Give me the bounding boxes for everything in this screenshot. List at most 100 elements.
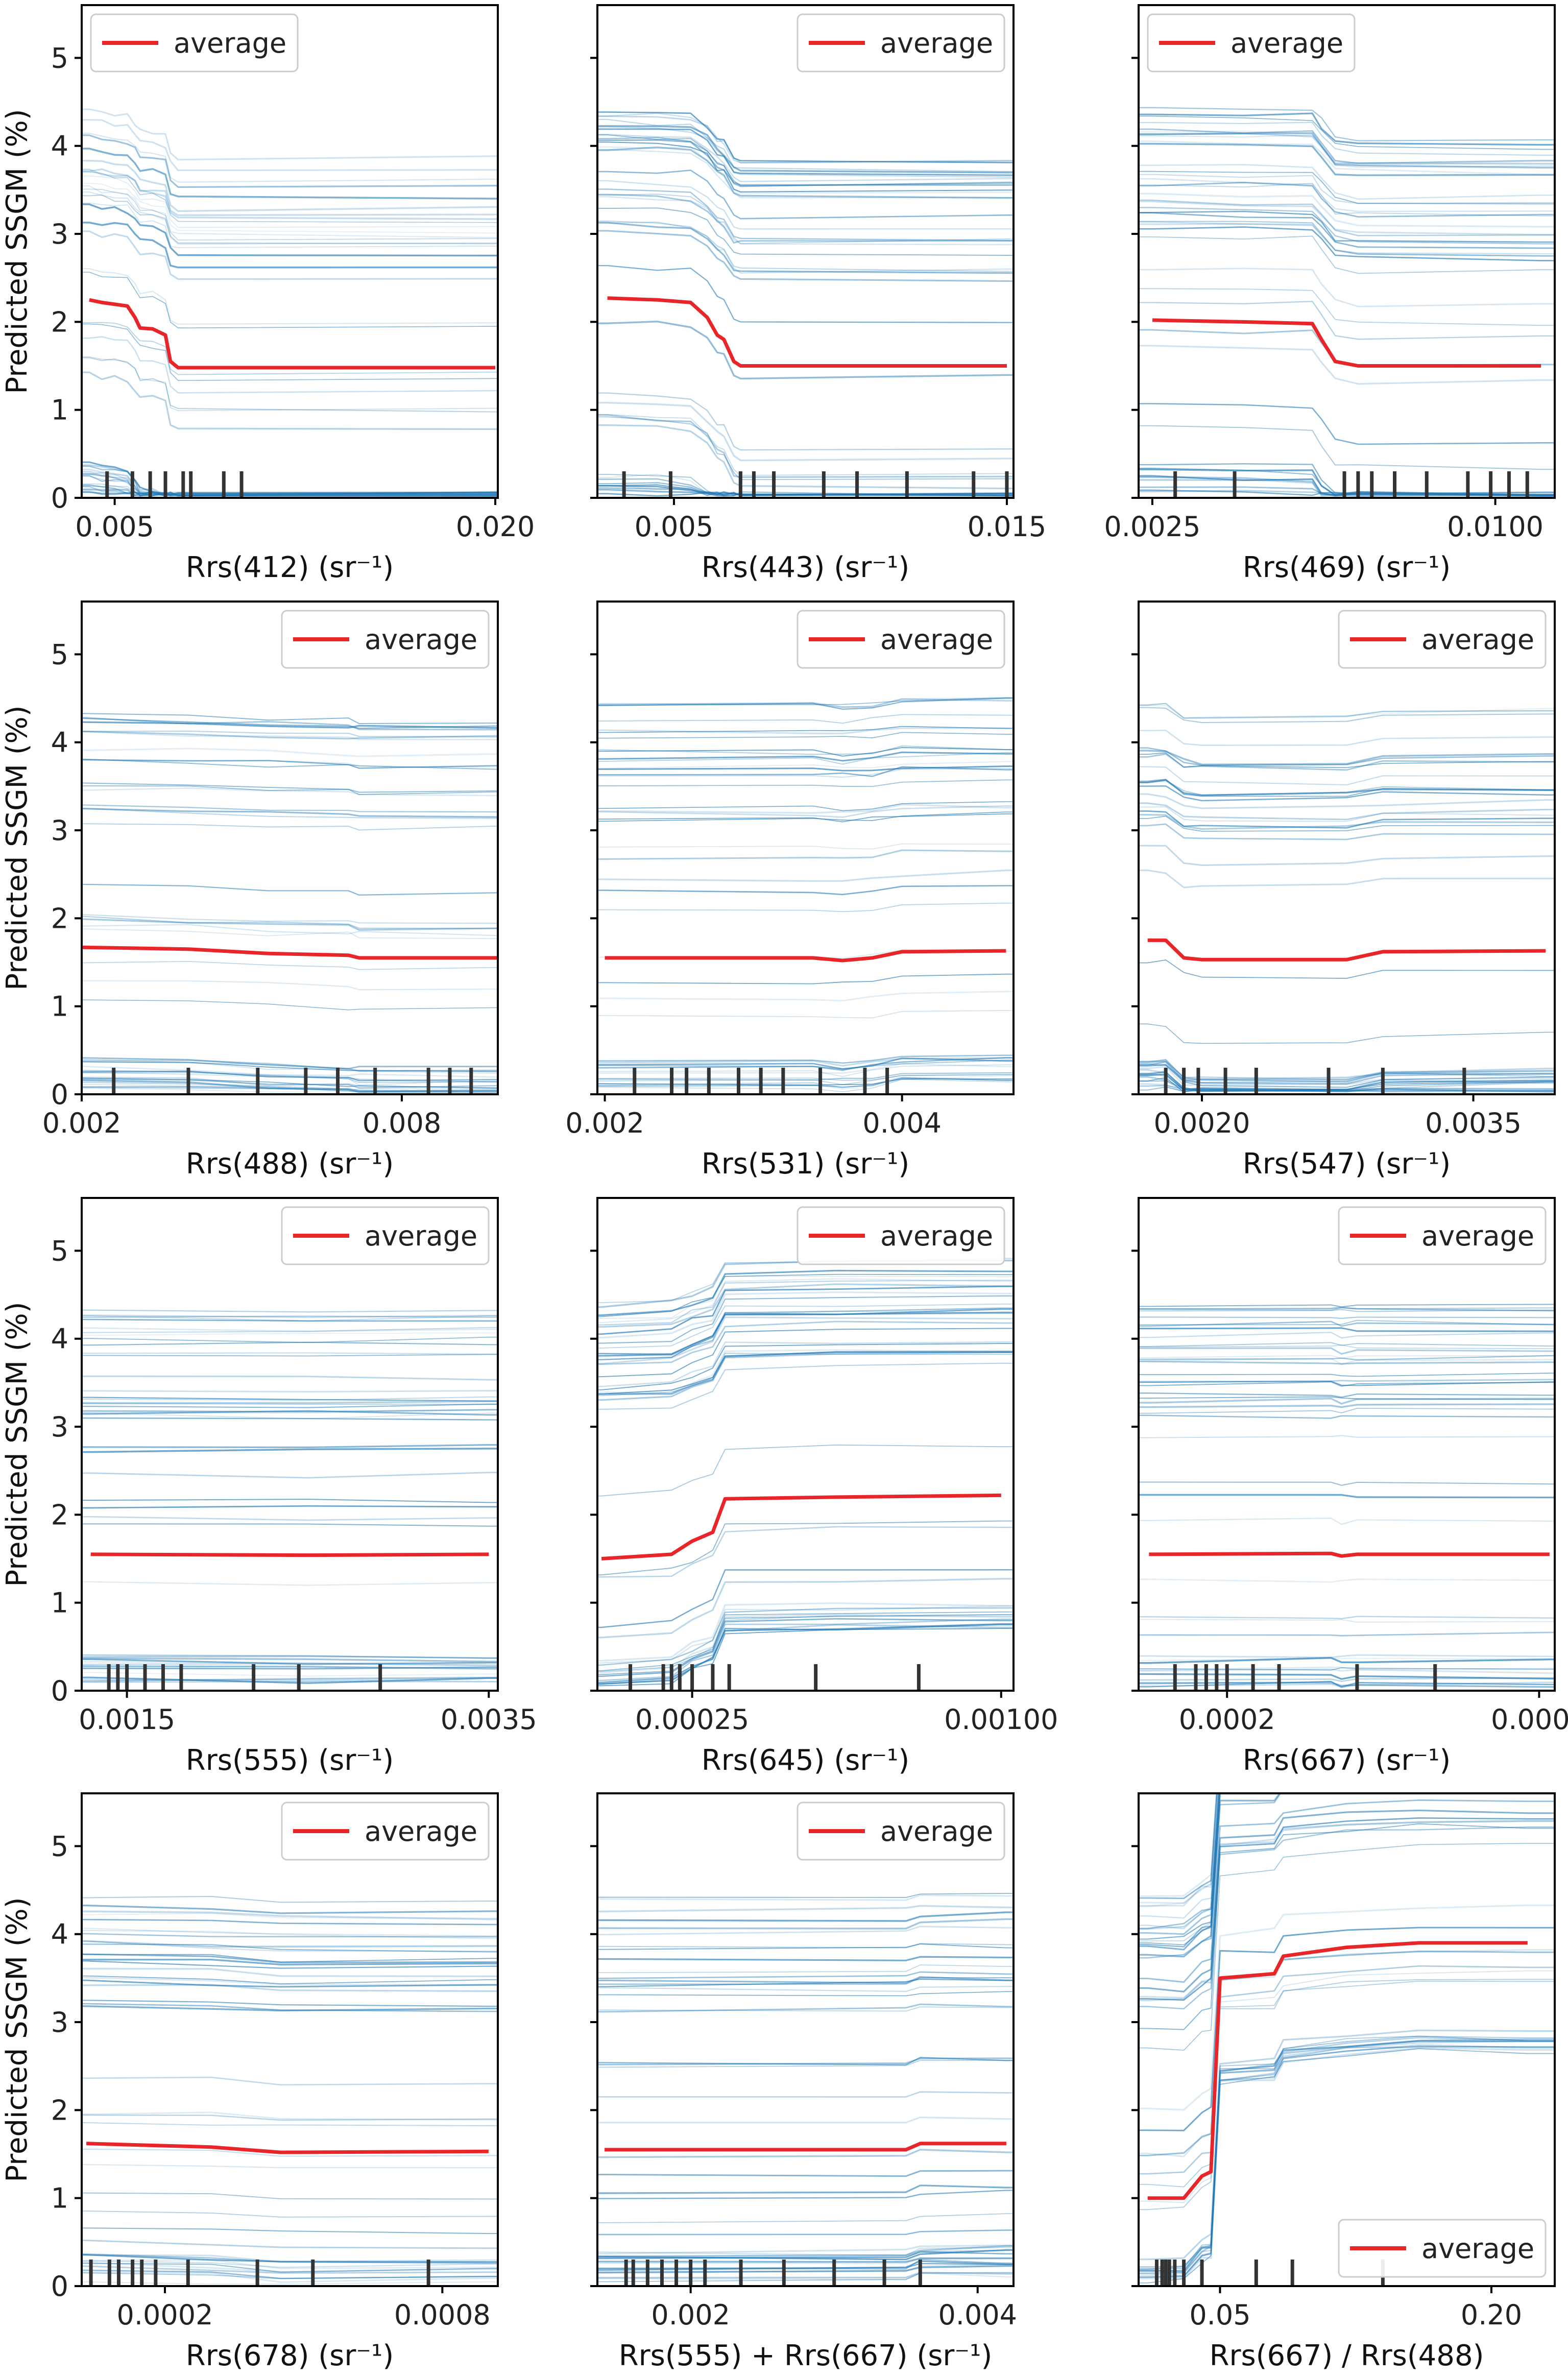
ice-curve (1139, 128, 1555, 164)
x-axis-label: Rrs(555) + Rrs(667) (sr⁻¹) (619, 2339, 993, 2372)
legend: average (797, 13, 1005, 73)
ice-curve (597, 1614, 1014, 1674)
ice-curve (1139, 1673, 1555, 1680)
ice-curve (82, 1077, 498, 1089)
ice-curve (1139, 1820, 1555, 2002)
ice-curve (1139, 823, 1555, 840)
ice-curve (82, 1309, 498, 1313)
ice-curve (597, 1911, 1014, 1922)
ice-curve (597, 424, 1014, 490)
ice-curve (597, 1057, 1014, 1070)
ice-curve (82, 183, 498, 234)
legend: average (281, 1206, 490, 1265)
ice-curve (1139, 1063, 1555, 1083)
ice-curve (597, 2247, 1014, 2256)
ice-curve (1139, 478, 1555, 496)
ice-curve (82, 787, 498, 797)
ice-curve (82, 916, 498, 929)
ice-curve (82, 1499, 498, 1503)
y-tick-label: 2 (51, 1499, 68, 1531)
ice-curve (597, 2003, 1014, 2013)
ice-curve (597, 1310, 1014, 1358)
x-axis-label: Rrs(678) (sr⁻¹) (186, 2339, 394, 2372)
axes-frame (81, 600, 499, 1095)
ice-curve (82, 356, 498, 412)
ice-curve (597, 207, 1014, 256)
ice-curve (82, 1505, 498, 1509)
legend-label: average (365, 1815, 477, 1847)
ice-curve (1139, 486, 1555, 497)
ice-curve (82, 1061, 498, 1072)
ice-curve (82, 202, 498, 248)
ice-curve (82, 1665, 498, 1670)
average-line (89, 298, 495, 370)
ice-curve (597, 1280, 1014, 1326)
ice-curve (82, 1078, 498, 1089)
legend-label: average (1421, 623, 1534, 656)
plot-area (1139, 107, 1555, 497)
ice-curve (597, 401, 1014, 462)
ice-curve (1139, 1668, 1555, 1674)
ice-curve (82, 918, 498, 931)
ice-curve (597, 1978, 1014, 1987)
y-tick-label: 1 (51, 991, 68, 1023)
ice-curve (597, 803, 1014, 814)
ice-curve (82, 1396, 498, 1401)
ice-curve (1139, 869, 1555, 888)
x-tick-label: 0.0008 (394, 2299, 491, 2331)
ice-curve (597, 1964, 1014, 1973)
ice-curve (597, 118, 1014, 172)
ice-curve (597, 1362, 1014, 1410)
ice-curve (1139, 1793, 1218, 1904)
ice-curve (82, 914, 498, 924)
ice-curve (1139, 1820, 1555, 1999)
ice-curve (597, 768, 1014, 778)
ice-curve (1139, 1965, 1555, 2175)
ice-curve (597, 320, 1014, 380)
ice-curve (1139, 1843, 1555, 2051)
ice-curve (597, 1986, 1014, 1992)
x-tick-label: 0.008 (363, 1107, 442, 1139)
average-line (607, 296, 1007, 368)
axes-frame (596, 4, 1015, 499)
ice-curve (597, 1351, 1014, 1401)
ice-curve (82, 2254, 498, 2263)
ice-curve (597, 1064, 1014, 1077)
ice-curve (82, 2240, 498, 2249)
ice-curve (82, 1072, 498, 1086)
ice-curve (82, 1087, 498, 1093)
ice-curve (1139, 164, 1555, 200)
y-tick-label: 5 (51, 42, 68, 74)
ice-curve (82, 171, 498, 223)
ice-curve (82, 230, 498, 280)
ice-curve (597, 1283, 1014, 1328)
ice-curve (1139, 2046, 1555, 2276)
ice-curve (597, 416, 1014, 481)
ice-curve (1139, 476, 1555, 497)
ice-curve (597, 222, 1014, 274)
ice-curve (597, 1976, 1014, 1984)
ice-curve (1139, 132, 1555, 169)
subplot-2: 0.005 0.015 Rrs(443) (sr⁻¹) average (590, 4, 1046, 584)
ice-curve (82, 1678, 498, 1682)
ice-curve (1139, 1677, 1555, 1682)
ice-curve (82, 2259, 498, 2269)
ice-curve (82, 2263, 498, 2273)
ice-curve (597, 111, 1014, 163)
ice-curve (82, 785, 498, 795)
ice-curve (597, 1956, 1014, 1961)
ice-curve (1139, 142, 1555, 176)
ice-curve (82, 491, 498, 497)
ice-curve (597, 811, 1014, 822)
ice-curve (597, 139, 1014, 186)
ice-curve (82, 272, 498, 329)
legend: average (1338, 610, 1547, 669)
ice-curve (597, 1343, 1014, 1390)
ice-curve (597, 194, 1014, 244)
axes-frame (1138, 1792, 1556, 2287)
ice-curve (597, 194, 1014, 244)
ice-curve (1139, 201, 1555, 235)
ice-curve (1139, 752, 1555, 768)
